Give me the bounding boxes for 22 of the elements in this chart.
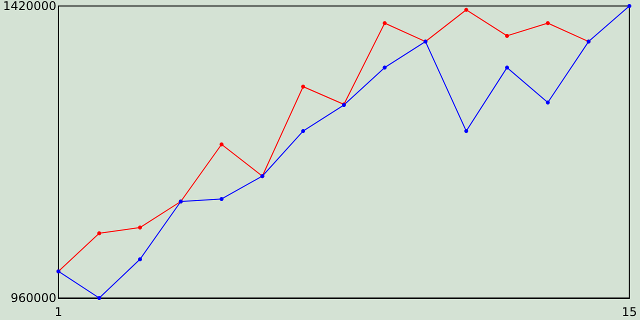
point	[138, 257, 142, 262]
y-tick-label: 1420000	[2, 0, 56, 13]
point	[627, 4, 632, 8]
point	[220, 142, 224, 146]
point	[382, 21, 387, 26]
point	[220, 196, 224, 201]
x-tick-label: 1	[54, 305, 62, 319]
point	[505, 66, 510, 70]
point	[464, 129, 468, 134]
point	[382, 66, 387, 70]
point	[464, 8, 468, 12]
point	[301, 84, 306, 89]
point	[97, 296, 102, 300]
x-tick-label: 15	[622, 305, 638, 319]
point	[301, 129, 306, 134]
point	[138, 226, 142, 230]
point	[505, 34, 510, 38]
line-series	[56, 4, 632, 300]
point	[97, 231, 102, 236]
y-tick-label: 960000	[10, 291, 56, 305]
point	[546, 21, 550, 26]
point	[546, 100, 550, 104]
